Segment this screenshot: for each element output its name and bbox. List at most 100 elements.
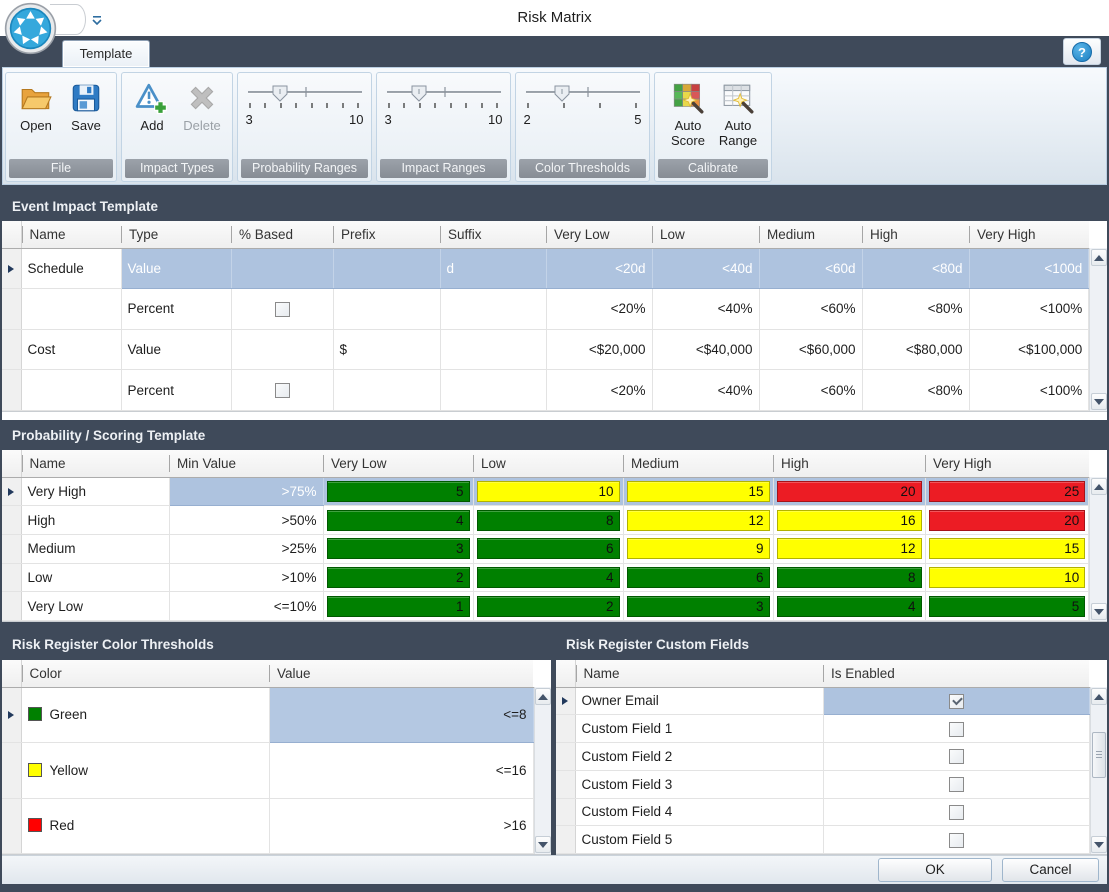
cell-color[interactable]: Red (21, 798, 269, 854)
cell-value[interactable]: >16 (269, 798, 533, 854)
column-header-name[interactable]: Name (21, 450, 169, 477)
cell-level-value[interactable]: <40% (652, 370, 759, 411)
cell-suffix[interactable] (440, 370, 546, 411)
cell-min-value[interactable]: >25% (169, 534, 323, 563)
cell-level-value[interactable]: <100d (969, 248, 1089, 289)
add-impact-type-button[interactable]: Add (128, 76, 176, 134)
column-header-color[interactable]: Color (21, 660, 269, 687)
cell-name[interactable]: Custom Field 1 (575, 715, 823, 743)
column-header-min-value[interactable]: Min Value (169, 450, 323, 477)
column-header-type[interactable]: Type (121, 221, 231, 248)
cell-suffix[interactable]: d (440, 248, 546, 289)
impact-ranges-slider[interactable]: 3 10 (383, 76, 505, 127)
cell-level-value[interactable]: <80% (862, 370, 969, 411)
column-header-medium[interactable]: Medium (759, 221, 862, 248)
column-header-high[interactable]: High (773, 450, 925, 477)
column-header-medium[interactable]: Medium (623, 450, 773, 477)
probability-row[interactable]: Very High>75%510152025 (2, 477, 1089, 506)
cell-color[interactable]: Green (21, 687, 269, 743)
event-impact-scrollbar[interactable] (1089, 248, 1107, 411)
cell-name[interactable]: Owner Email (575, 687, 823, 715)
cell-level-value[interactable]: <$20,000 (546, 329, 652, 370)
cell-name[interactable]: Custom Field 5 (575, 826, 823, 854)
color-thresholds-slider[interactable]: 2 5 (522, 76, 644, 127)
cell-score[interactable]: 15 (623, 477, 773, 506)
cell-score[interactable]: 20 (773, 477, 925, 506)
quick-access-dropdown-button[interactable] (92, 12, 102, 30)
column-header-name[interactable]: Name (21, 221, 121, 248)
scroll-down-button[interactable] (1091, 603, 1107, 620)
cell-level-value[interactable]: <100% (969, 289, 1089, 330)
is-enabled-checkbox[interactable] (949, 833, 964, 848)
cell-name[interactable]: Custom Field 3 (575, 770, 823, 798)
cell-level-value[interactable]: <$40,000 (652, 329, 759, 370)
scroll-down-button[interactable] (1091, 836, 1107, 853)
scroll-down-button[interactable] (1091, 393, 1107, 410)
column-header-very-low[interactable]: Very Low (323, 450, 473, 477)
cell-score[interactable]: 4 (323, 506, 473, 535)
is-enabled-checkbox[interactable] (949, 749, 964, 764)
cell-prefix[interactable] (333, 289, 440, 330)
probability-row[interactable]: Very Low<=10%12345 (2, 592, 1089, 621)
custom-field-row[interactable]: Owner Email (556, 687, 1089, 715)
cell-type[interactable]: Percent (121, 289, 231, 330)
cell-suffix[interactable] (440, 289, 546, 330)
custom-field-row[interactable]: Custom Field 1 (556, 715, 1089, 743)
probability-row[interactable]: Medium>25%3691215 (2, 534, 1089, 563)
auto-range-button[interactable]: Auto Range (714, 76, 762, 149)
cell-score[interactable]: 3 (623, 592, 773, 621)
cell-name[interactable]: Low (21, 563, 169, 592)
cell-score[interactable]: 20 (925, 506, 1089, 535)
cell-score[interactable]: 1 (323, 592, 473, 621)
column-header-based[interactable]: % Based (231, 221, 333, 248)
cell-name[interactable] (21, 289, 121, 330)
cell-type[interactable]: Percent (121, 370, 231, 411)
cell-is-enabled[interactable] (823, 770, 1089, 798)
probability-scoring-scrollbar[interactable] (1089, 477, 1107, 621)
cell-min-value[interactable]: >75% (169, 477, 323, 506)
color-threshold-row[interactable]: Green<=8 (2, 687, 533, 743)
help-button[interactable]: ? (1063, 38, 1101, 65)
cell-score[interactable]: 4 (473, 563, 623, 592)
cell-score[interactable]: 16 (773, 506, 925, 535)
cell-score[interactable]: 3 (323, 534, 473, 563)
cell-score[interactable]: 5 (323, 477, 473, 506)
scroll-up-button[interactable] (1091, 688, 1107, 705)
column-header-very-low[interactable]: Very Low (546, 221, 652, 248)
save-button[interactable]: Save (62, 76, 110, 134)
cell-prefix[interactable] (333, 248, 440, 289)
cell-prefix[interactable]: $ (333, 329, 440, 370)
cell-name[interactable]: Very High (21, 477, 169, 506)
cell-score[interactable]: 8 (473, 506, 623, 535)
pct-based-checkbox[interactable] (275, 383, 290, 398)
cell-prefix[interactable] (333, 370, 440, 411)
cell-score[interactable]: 25 (925, 477, 1089, 506)
custom-fields-scrollbar[interactable] (1090, 687, 1107, 854)
cell-min-value[interactable]: >50% (169, 506, 323, 535)
event-impact-row[interactable]: Percent<20%<40%<60%<80%<100% (2, 370, 1089, 411)
color-threshold-row[interactable]: Yellow<=16 (2, 743, 533, 799)
open-button[interactable]: Open (12, 76, 60, 134)
column-header-is-enabled[interactable]: Is Enabled (823, 660, 1089, 687)
cell-level-value[interactable]: <60% (759, 289, 862, 330)
column-header-suffix[interactable]: Suffix (440, 221, 546, 248)
cell-score[interactable]: 5 (925, 592, 1089, 621)
color-thresholds-scrollbar[interactable] (534, 687, 551, 854)
cell-value[interactable]: <=16 (269, 743, 533, 799)
cell-level-value[interactable]: <$60,000 (759, 329, 862, 370)
color-threshold-row[interactable]: Red>16 (2, 798, 533, 854)
custom-field-row[interactable]: Custom Field 2 (556, 743, 1089, 771)
cell-is-enabled[interactable] (823, 715, 1089, 743)
custom-field-row[interactable]: Custom Field 5 (556, 826, 1089, 854)
event-impact-row[interactable]: CostValue$<$20,000<$40,000<$60,000<$80,0… (2, 329, 1089, 370)
pct-based-checkbox[interactable] (275, 302, 290, 317)
cell-level-value[interactable]: <20% (546, 370, 652, 411)
column-header-low[interactable]: Low (473, 450, 623, 477)
cell-pct-based[interactable] (231, 370, 333, 411)
column-header-very-high[interactable]: Very High (925, 450, 1089, 477)
cell-name[interactable] (21, 370, 121, 411)
delete-impact-type-button[interactable]: Delete (178, 76, 226, 134)
cell-score[interactable]: 6 (473, 534, 623, 563)
probability-row[interactable]: Low>10%246810 (2, 563, 1089, 592)
scroll-down-button[interactable] (535, 836, 551, 853)
